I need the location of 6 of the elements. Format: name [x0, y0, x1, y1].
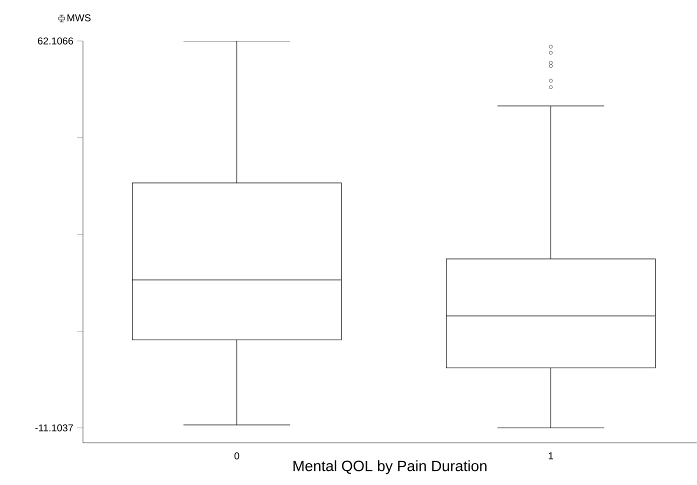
legend-label: MWS: [68, 14, 91, 22]
y-tick-label: 62.1066: [38, 38, 74, 45]
x-tick-label: 1: [548, 452, 554, 460]
y-tick-label: -11.1037: [35, 424, 73, 432]
x-axis-title: Mental QOL by Pain Duration: [294, 460, 486, 474]
x-tick-label: 0: [234, 452, 240, 460]
